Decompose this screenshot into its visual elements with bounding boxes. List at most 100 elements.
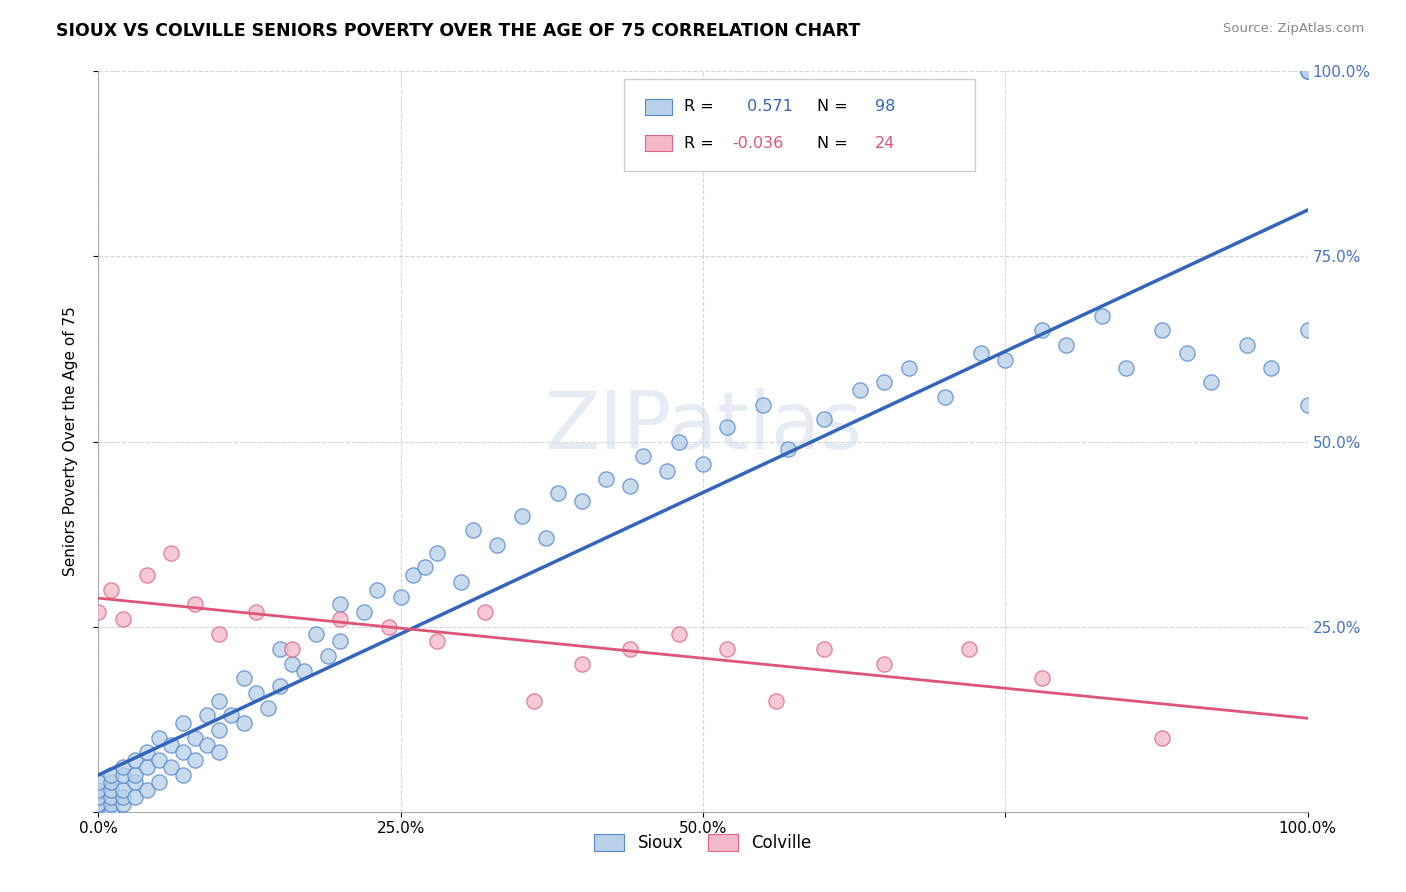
Point — [1152, 324, 1174, 338]
Point — [100, 805, 122, 819]
Point — [100, 582, 122, 597]
Point — [1260, 360, 1282, 375]
Point — [221, 708, 243, 723]
Point — [329, 634, 352, 648]
Point — [172, 767, 194, 781]
Text: R =: R = — [683, 136, 718, 151]
Point — [160, 760, 183, 774]
Point — [100, 789, 122, 804]
Point — [124, 775, 146, 789]
Point — [510, 508, 533, 523]
Point — [160, 738, 183, 752]
Point — [849, 383, 872, 397]
Point — [148, 775, 170, 789]
Point — [124, 753, 146, 767]
Point — [776, 442, 799, 456]
Point — [1031, 672, 1053, 686]
Point — [897, 360, 920, 375]
Point — [595, 471, 617, 485]
Point — [184, 598, 207, 612]
Point — [100, 767, 122, 781]
Point — [269, 641, 291, 656]
Point — [195, 708, 218, 723]
Point — [281, 641, 304, 656]
Point — [135, 782, 157, 797]
Point — [184, 731, 207, 745]
Point — [994, 353, 1017, 368]
Point — [160, 546, 183, 560]
Point — [450, 575, 472, 590]
Point — [148, 753, 170, 767]
Point — [873, 376, 896, 390]
Point — [1296, 324, 1319, 338]
Point — [245, 686, 267, 700]
Point — [1296, 398, 1319, 412]
Point — [377, 619, 399, 633]
Point — [571, 493, 593, 508]
Point — [195, 738, 218, 752]
Point — [934, 390, 956, 404]
Point — [135, 746, 157, 760]
Point — [1175, 345, 1198, 359]
Point — [100, 782, 122, 797]
Point — [523, 694, 546, 708]
Point — [292, 664, 315, 678]
Point — [232, 672, 254, 686]
Point — [87, 805, 110, 819]
Point — [281, 657, 304, 671]
Point — [426, 634, 449, 648]
Point — [716, 419, 738, 434]
FancyBboxPatch shape — [624, 78, 976, 171]
Point — [1031, 324, 1053, 338]
Point — [619, 641, 641, 656]
Text: 24: 24 — [875, 136, 896, 151]
Point — [813, 412, 835, 426]
FancyBboxPatch shape — [645, 135, 672, 152]
Point — [100, 805, 122, 819]
Point — [111, 612, 134, 626]
Point — [1199, 376, 1222, 390]
Text: N =: N = — [817, 136, 852, 151]
Point — [655, 464, 678, 478]
Text: Source: ZipAtlas.com: Source: ZipAtlas.com — [1223, 22, 1364, 36]
Point — [619, 479, 641, 493]
Point — [87, 782, 110, 797]
Point — [463, 524, 485, 538]
Point — [366, 582, 388, 597]
Point — [1152, 731, 1174, 745]
Point — [534, 531, 557, 545]
Point — [316, 649, 339, 664]
Point — [135, 567, 157, 582]
Point — [692, 457, 714, 471]
Point — [1296, 64, 1319, 78]
Point — [269, 679, 291, 693]
Text: 98: 98 — [875, 99, 896, 114]
Point — [547, 486, 569, 500]
Point — [172, 746, 194, 760]
Text: SIOUX VS COLVILLE SENIORS POVERTY OVER THE AGE OF 75 CORRELATION CHART: SIOUX VS COLVILLE SENIORS POVERTY OVER T… — [56, 22, 860, 40]
Point — [813, 641, 835, 656]
Point — [87, 797, 110, 812]
Point — [111, 767, 134, 781]
Point — [208, 694, 231, 708]
Point — [232, 715, 254, 730]
Point — [208, 627, 231, 641]
Point — [970, 345, 993, 359]
Text: R =: R = — [683, 99, 718, 114]
Point — [135, 760, 157, 774]
Point — [631, 450, 654, 464]
Point — [668, 627, 690, 641]
Point — [571, 657, 593, 671]
Point — [87, 605, 110, 619]
Point — [486, 538, 509, 552]
Legend: Sioux, Colville: Sioux, Colville — [588, 828, 818, 859]
Point — [111, 789, 134, 804]
Point — [100, 775, 122, 789]
Text: 0.571: 0.571 — [742, 99, 793, 114]
Point — [1296, 64, 1319, 78]
Point — [426, 546, 449, 560]
Point — [87, 797, 110, 812]
Point — [245, 605, 267, 619]
FancyBboxPatch shape — [645, 99, 672, 115]
Point — [111, 782, 134, 797]
